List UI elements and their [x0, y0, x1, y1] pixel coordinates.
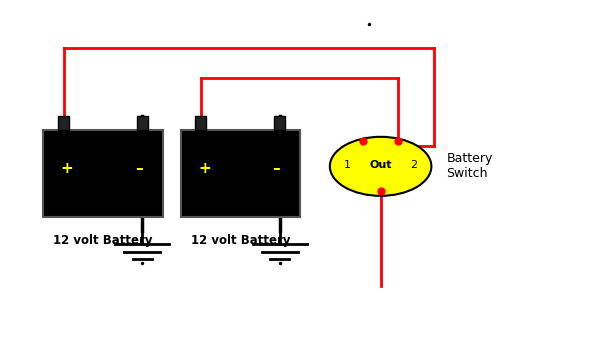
Bar	[196, 116, 206, 130]
Bar	[43, 130, 163, 217]
Bar	[137, 116, 148, 130]
Text: +: +	[61, 161, 73, 176]
Circle shape	[330, 137, 431, 196]
Text: –: –	[272, 161, 280, 176]
Text: +: +	[198, 161, 211, 176]
Text: Out: Out	[370, 160, 392, 170]
Text: 2: 2	[410, 160, 417, 170]
Text: 12 volt Battery: 12 volt Battery	[53, 234, 152, 247]
Bar	[43, 130, 163, 217]
Bar	[181, 130, 300, 217]
Text: Battery
Switch: Battery Switch	[446, 152, 493, 180]
Text: 12 volt Battery: 12 volt Battery	[191, 234, 290, 247]
Bar	[274, 116, 285, 130]
Bar	[58, 116, 69, 130]
Text: –: –	[135, 161, 143, 176]
Text: 1: 1	[344, 160, 351, 170]
